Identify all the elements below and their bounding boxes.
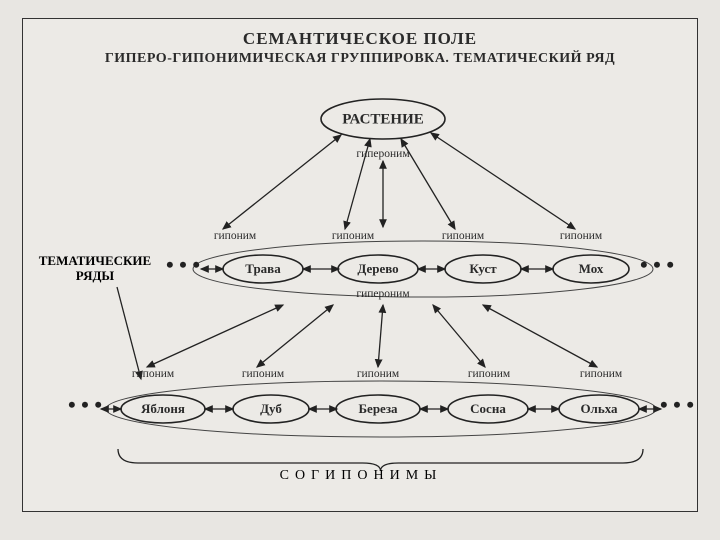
svg-text:Куст: Куст <box>469 261 497 276</box>
svg-text:Мох: Мох <box>579 261 604 276</box>
svg-text:гипоним: гипоним <box>580 368 623 380</box>
svg-text:гипоним: гипоним <box>357 368 400 380</box>
svg-text:Трава: Трава <box>245 261 281 276</box>
node-Трава: Трава <box>223 255 303 283</box>
node-РАСТЕНИЕ: РАСТЕНИЕ <box>321 99 445 139</box>
node-Береза: Береза <box>336 395 420 423</box>
node-Дерево: Дерево <box>338 255 418 283</box>
svg-text:• • •: • • • <box>68 392 102 417</box>
svg-text:Дуб: Дуб <box>260 401 282 416</box>
node-Куст: Куст <box>445 255 521 283</box>
svg-text:гипероним: гипероним <box>356 148 410 160</box>
svg-text:РАСТЕНИЕ: РАСТЕНИЕ <box>342 111 424 127</box>
svg-text:гипоним: гипоним <box>442 230 485 242</box>
svg-text:гипоним: гипоним <box>214 230 257 242</box>
svg-text:Сосна: Сосна <box>470 401 506 416</box>
svg-text:гипероним: гипероним <box>356 288 410 300</box>
node-Ольха: Ольха <box>559 395 639 423</box>
svg-text:Береза: Береза <box>358 401 398 416</box>
node-Мох: Мох <box>553 255 629 283</box>
svg-text:гипоним: гипоним <box>560 230 603 242</box>
svg-text:Яблоня: Яблоня <box>141 401 185 416</box>
node-Дуб: Дуб <box>233 395 309 423</box>
diagram-canvas: РАСТЕНИЕ Трава Дерево Куст Мох Яблоня Дуб Берез… <box>23 19 699 513</box>
svg-text:• • •: • • • <box>166 252 200 277</box>
svg-text:РЯДЫ: РЯДЫ <box>76 268 115 283</box>
svg-text:гипоним: гипоним <box>242 368 285 380</box>
svg-text:• • •: • • • <box>640 252 674 277</box>
svg-text:Дерево: Дерево <box>357 261 398 276</box>
node-Яблоня: Яблоня <box>121 395 205 423</box>
svg-text:гипоним: гипоним <box>132 368 175 380</box>
svg-text:• • •: • • • <box>660 392 694 417</box>
svg-text:ТЕМАТИЧЕСКИЕ: ТЕМАТИЧЕСКИЕ <box>39 253 151 268</box>
footer-label: СОГИПОНИМЫ <box>280 468 443 483</box>
svg-text:Ольха: Ольха <box>580 401 618 416</box>
svg-text:гипоним: гипоним <box>332 230 375 242</box>
svg-text:гипоним: гипоним <box>468 368 511 380</box>
node-Сосна: Сосна <box>448 395 528 423</box>
